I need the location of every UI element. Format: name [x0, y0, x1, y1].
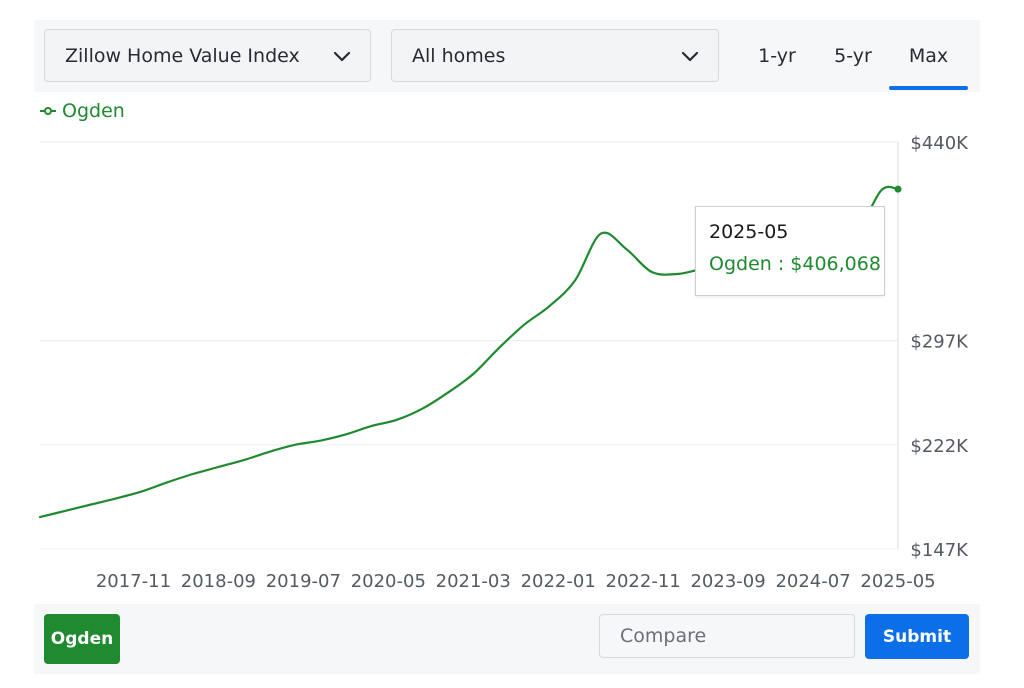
tab-5-yr[interactable]: 5-yr	[834, 45, 872, 67]
y-tick-label: $440K	[910, 133, 969, 154]
home-type-dropdown-label: All homes	[412, 44, 506, 67]
y-tick-label: $147K	[910, 540, 969, 561]
chevron-down-icon	[681, 51, 699, 61]
tab-max[interactable]: Max	[908, 45, 949, 67]
metric-dropdown-label: Zillow Home Value Index	[65, 44, 300, 67]
highlighted-data-point	[894, 185, 902, 193]
x-tick-label: 2020-05	[351, 571, 426, 592]
selected-region-chip[interactable]: Ogden	[44, 614, 120, 664]
compare-bar: Ogden Submit	[34, 604, 980, 674]
chart-tooltip: 2025-05 Ogden : $406,068	[695, 206, 885, 296]
x-tick-label: 2022-11	[606, 571, 681, 592]
x-tick-label: 2019-07	[266, 571, 341, 592]
y-tick-label: $297K	[910, 332, 969, 353]
active-tab-indicator	[889, 86, 968, 90]
tooltip-value: Ogden : $406,068	[709, 253, 881, 275]
tooltip-date: 2025-05	[709, 221, 789, 243]
x-tick-label: 2025-05	[860, 571, 935, 592]
y-tick-label: $222K	[910, 436, 969, 457]
legend-line-marker-icon	[40, 107, 56, 115]
y-axis-ticks: $147K $222K $297K $440K	[910, 133, 969, 561]
x-tick-label: 2017-11	[96, 571, 171, 592]
home-value-chart[interactable]: $147K $222K $297K $440K 2017-11 2018-09 2019-…	[0, 0, 1024, 600]
x-axis-ticks: 2017-11 2018-09 2019-07 2020-05 2021-03 2022-…	[96, 571, 936, 592]
chart-gridlines	[40, 141, 898, 550]
home-type-dropdown[interactable]: All homes	[391, 29, 719, 82]
x-tick-label: 2024-07	[775, 571, 850, 592]
legend-label: Ogden	[62, 100, 125, 122]
x-tick-label: 2023-09	[690, 571, 765, 592]
chart-controls-bar: Zillow Home Value Index All homes 1-yr 5…	[34, 20, 980, 92]
x-tick-label: 2018-09	[181, 571, 256, 592]
x-tick-label: 2022-01	[521, 571, 596, 592]
tab-1-yr[interactable]: 1-yr	[758, 45, 796, 67]
metric-dropdown[interactable]: Zillow Home Value Index	[44, 29, 371, 82]
submit-button[interactable]: Submit	[865, 614, 969, 659]
chart-legend[interactable]: Ogden	[40, 100, 125, 122]
chevron-down-icon	[333, 51, 351, 61]
compare-input[interactable]	[599, 614, 855, 658]
x-tick-label: 2021-03	[436, 571, 511, 592]
